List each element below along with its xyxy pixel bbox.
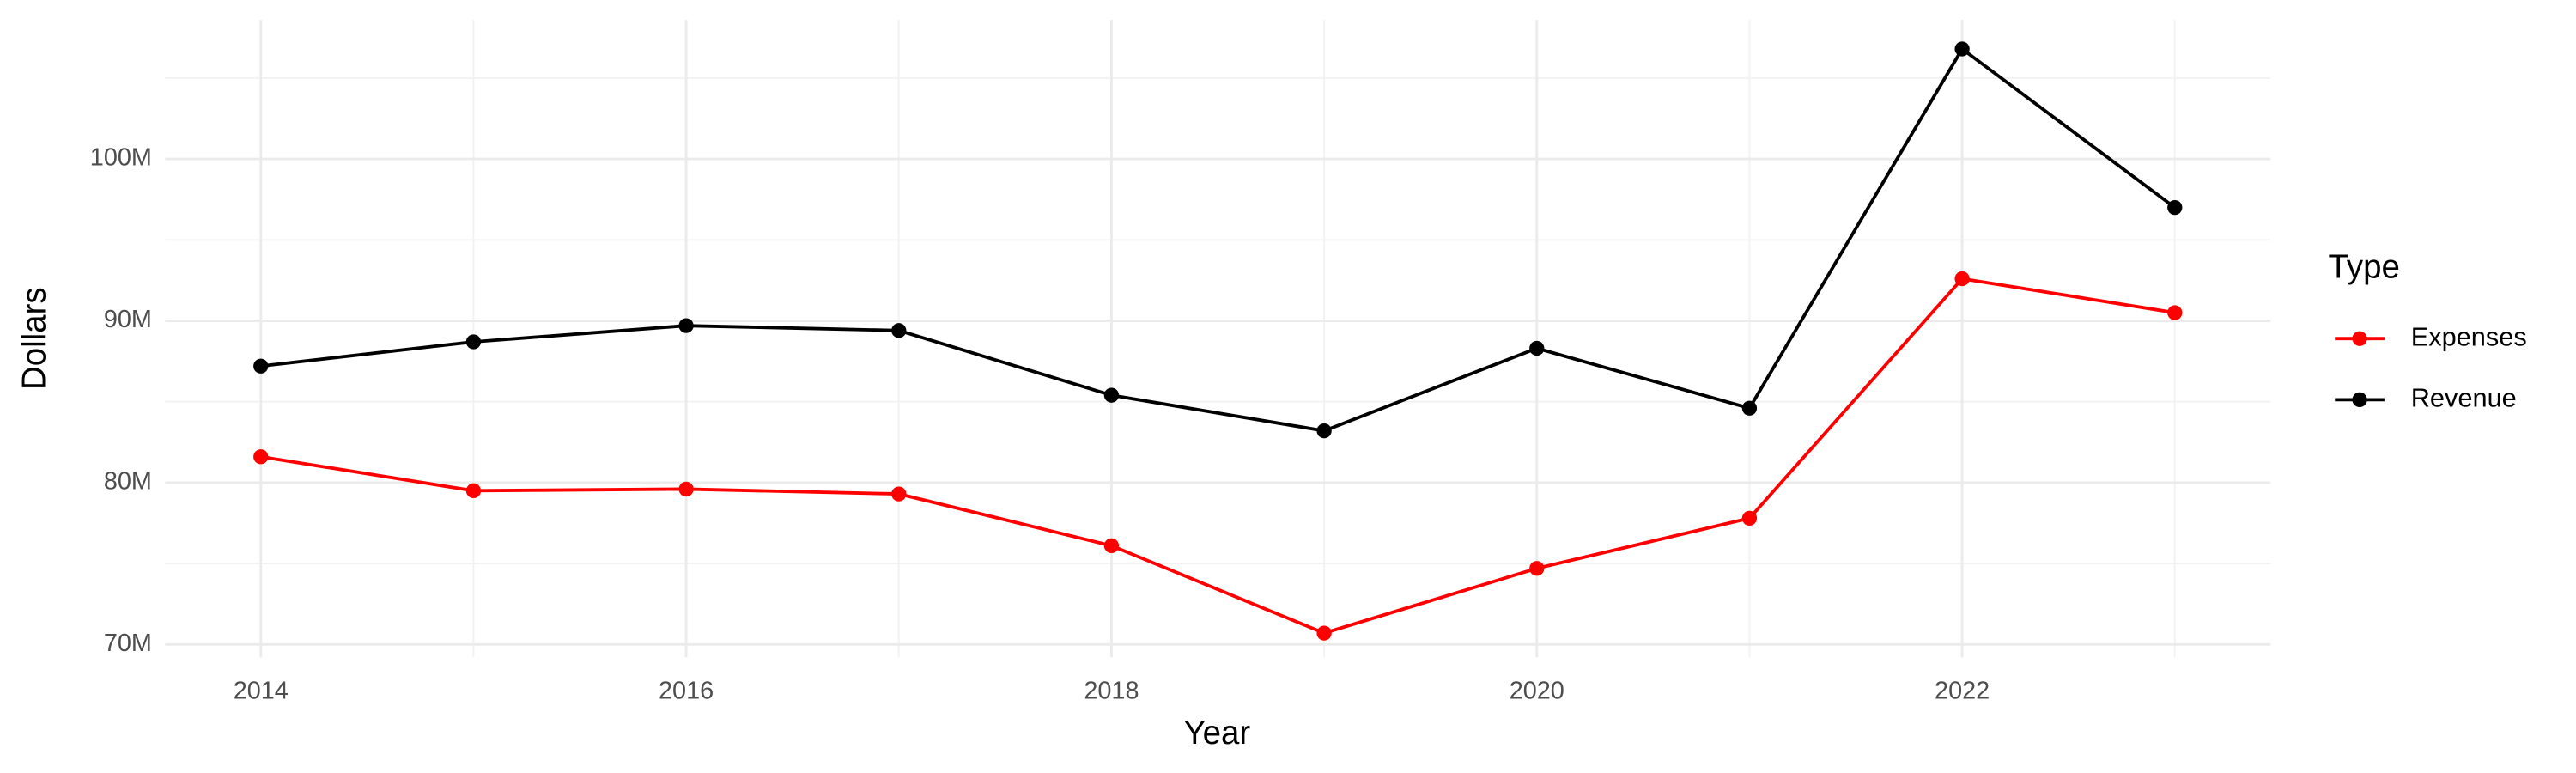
data-point	[1103, 538, 1120, 554]
data-point	[465, 334, 482, 350]
data-point	[2167, 305, 2183, 320]
data-point	[1741, 510, 1758, 526]
legend-swatch-point	[2352, 331, 2367, 346]
legend-title: Type	[2329, 249, 2400, 286]
series-line	[260, 277, 2176, 636]
legend-label: Expenses	[2411, 321, 2527, 351]
data-point	[1741, 400, 1758, 416]
legend-swatch-point	[2352, 392, 2367, 408]
x-tick-label: 2018	[1084, 677, 1139, 704]
data-point	[253, 449, 269, 465]
data-point	[1529, 561, 1545, 576]
data-point	[1954, 41, 1970, 57]
y-tick-label: 100M	[90, 144, 152, 172]
x-tick-label: 2020	[1510, 677, 1564, 704]
legend-label: Revenue	[2411, 383, 2517, 413]
y-tick-label: 90M	[104, 306, 152, 333]
data-point	[465, 483, 482, 498]
data-point	[1529, 340, 1545, 356]
data-point	[2167, 199, 2183, 216]
x-tick-label: 2022	[1935, 677, 1990, 704]
data-point	[678, 318, 694, 333]
x-tick-label: 2016	[659, 677, 714, 704]
x-axis-title: Year	[1183, 715, 1250, 752]
data-point	[1954, 271, 1970, 287]
y-tick-label: 70M	[104, 630, 152, 657]
data-point	[1316, 625, 1332, 641]
y-tick-label: 80M	[104, 468, 152, 496]
series-line	[260, 46, 2176, 433]
data-point	[891, 486, 907, 502]
data-point	[891, 323, 907, 338]
y-axis-title: Dollars	[15, 287, 52, 390]
data-point	[678, 481, 694, 497]
data-point	[253, 358, 269, 374]
x-tick-label: 2014	[234, 677, 289, 704]
data-point	[1316, 423, 1332, 439]
data-point	[1103, 387, 1120, 403]
